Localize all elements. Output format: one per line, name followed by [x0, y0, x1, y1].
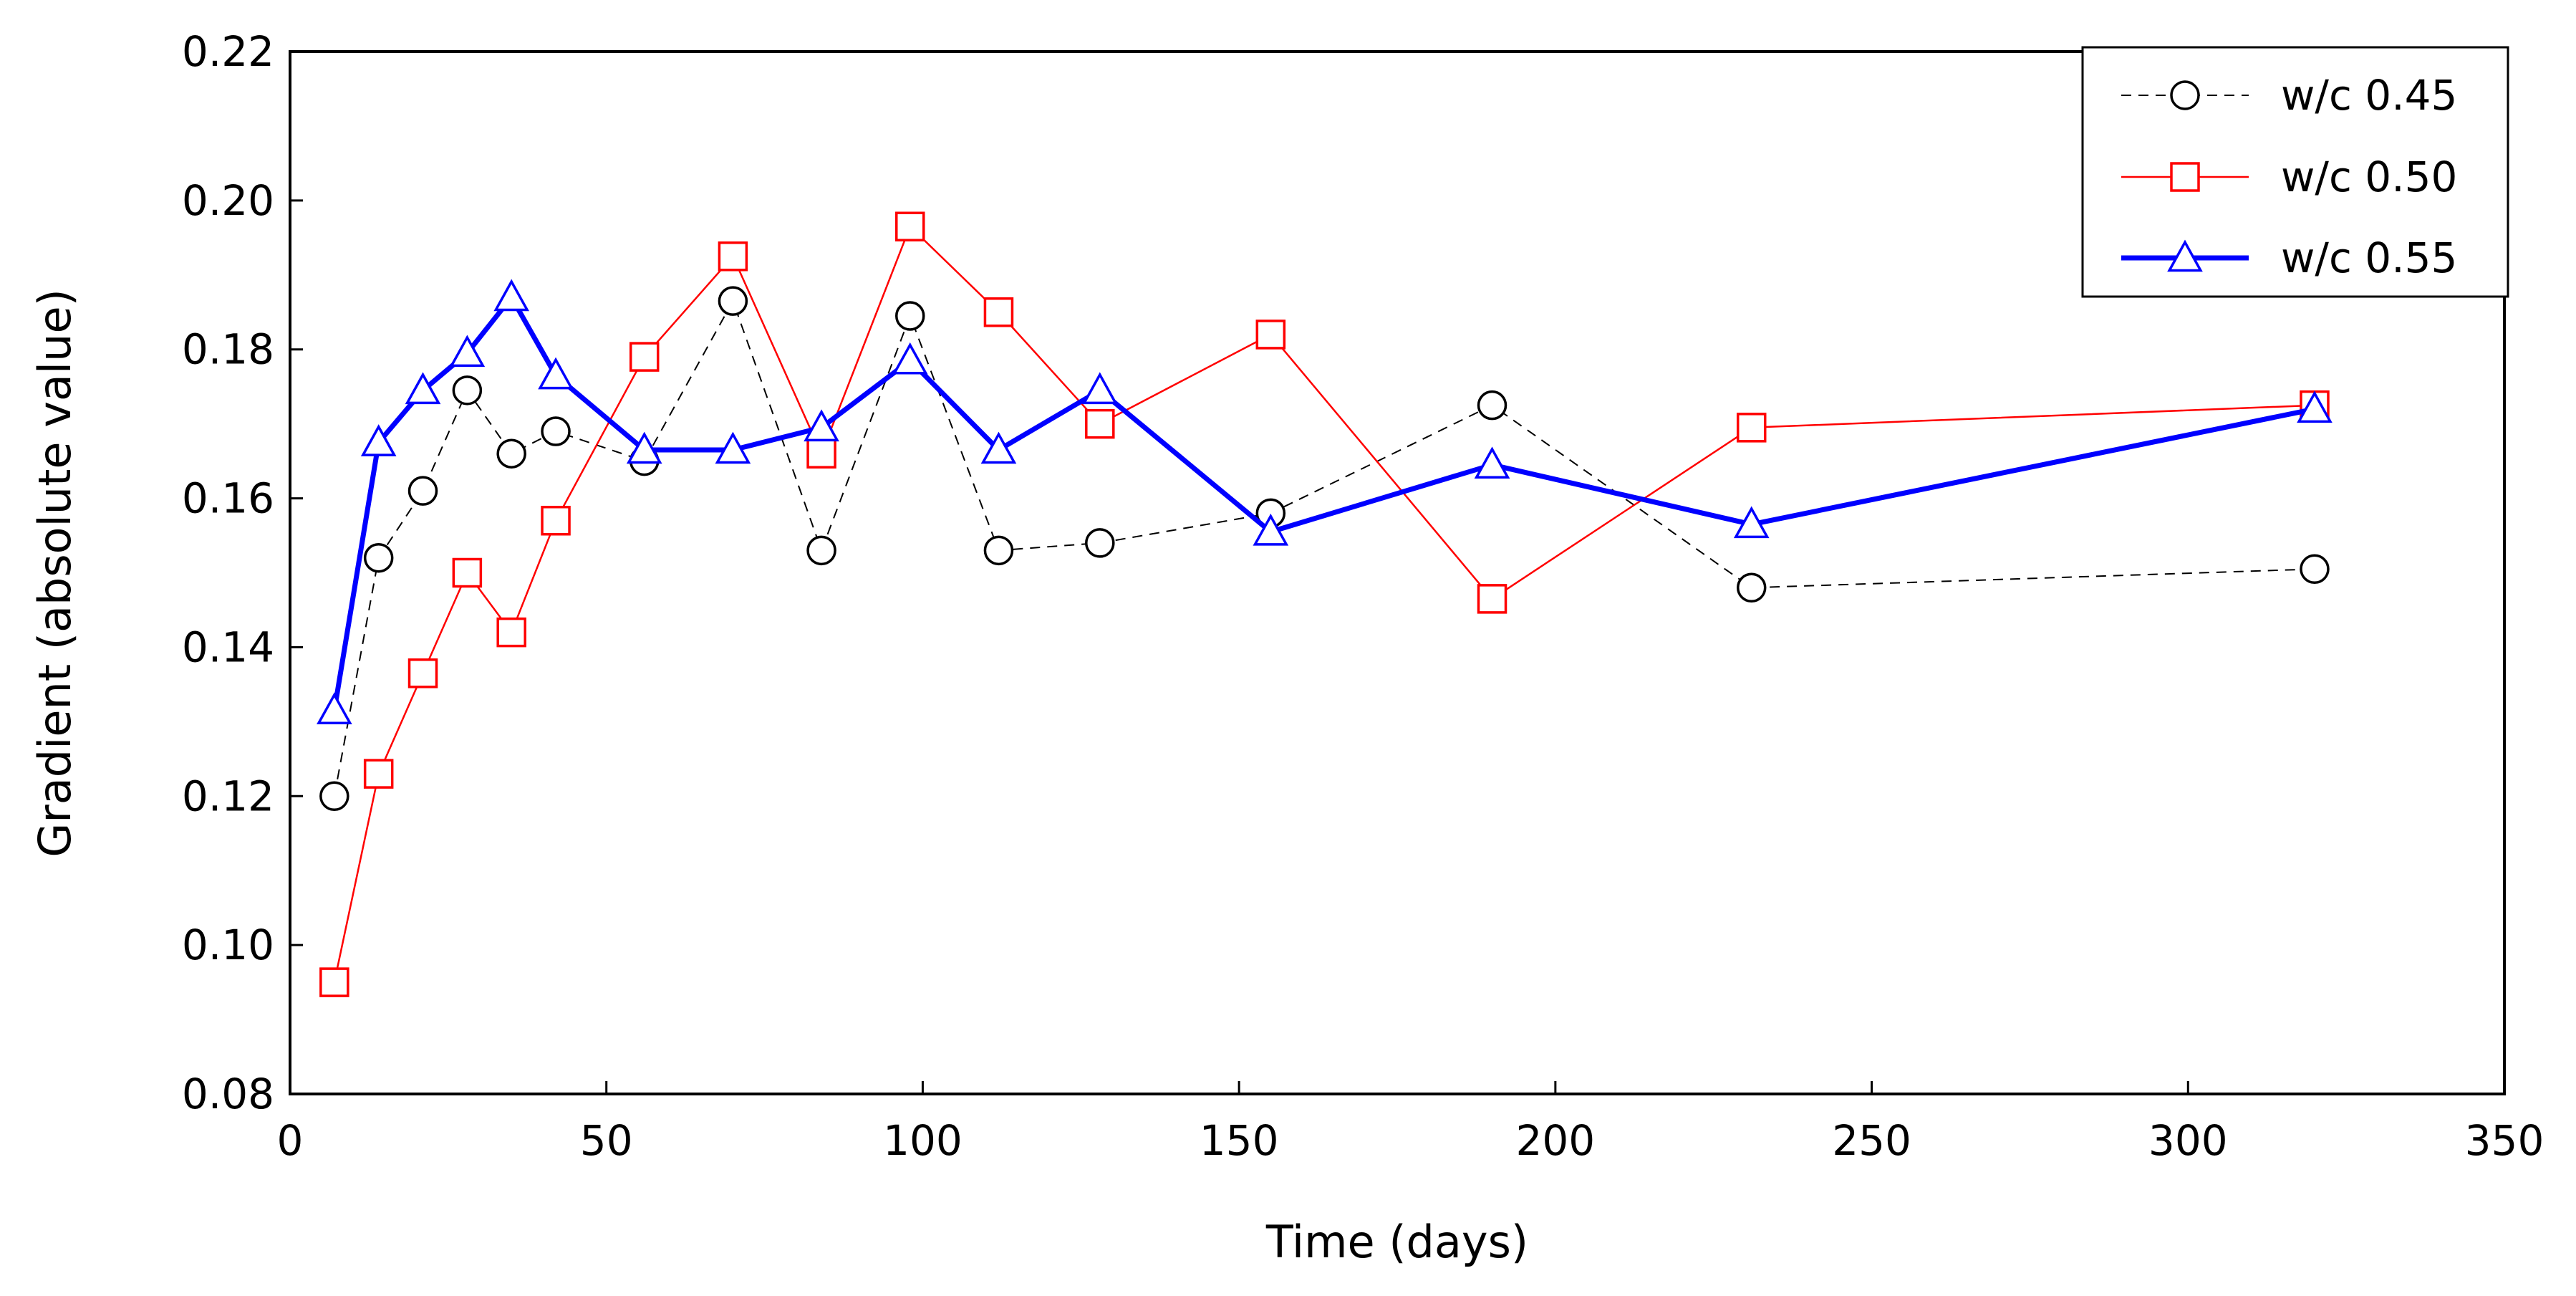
data-point: [2300, 554, 2330, 585]
data-point: [363, 542, 394, 573]
x-tick-label: 50: [580, 1116, 633, 1165]
y-axis-title: Gradient (absolute value): [29, 289, 81, 858]
data-point: [1081, 372, 1118, 405]
x-tick-label: 150: [1200, 1116, 1279, 1165]
x-tick-label: 350: [2465, 1116, 2544, 1165]
data-point: [980, 431, 1017, 464]
data-point: [1477, 390, 1508, 421]
data-point: [2297, 390, 2333, 423]
data-point: [1474, 446, 1510, 479]
y-tick-label: 0.14: [182, 623, 274, 671]
data-point: [496, 438, 526, 469]
data-point: [806, 438, 836, 469]
data-point: [452, 375, 483, 405]
data-point: [360, 424, 397, 456]
data-point: [1477, 584, 1508, 614]
data-point: [449, 335, 486, 368]
series-0: [319, 286, 2330, 812]
legend-label: w/c 0.50: [2281, 153, 2457, 201]
x-tick-label: 0: [277, 1116, 304, 1165]
data-point: [715, 431, 751, 464]
data-point: [363, 759, 394, 789]
data-point: [1255, 320, 1286, 350]
data-point: [407, 476, 438, 506]
legend-swatch-marker: [2170, 80, 2200, 110]
series-2: [317, 279, 2333, 724]
data-point: [317, 692, 352, 724]
series-line: [332, 294, 2315, 711]
data-point: [1736, 413, 1767, 443]
data-point: [405, 372, 441, 405]
data-point: [1736, 572, 1767, 603]
data-point: [538, 357, 574, 390]
data-point: [983, 297, 1014, 327]
y-tick-label: 0.10: [182, 921, 274, 969]
y-tick-label: 0.12: [182, 772, 274, 820]
x-tick-label: 200: [1515, 1116, 1595, 1165]
data-point: [1085, 528, 1115, 558]
y-tick-label: 0.18: [182, 325, 274, 374]
series-line: [333, 225, 2315, 983]
data-point: [806, 535, 836, 566]
data-point: [493, 279, 530, 312]
data-point: [496, 617, 526, 648]
data-point: [452, 557, 483, 588]
data-point: [319, 967, 349, 997]
series-line: [333, 300, 2315, 797]
y-tick-label: 0.22: [182, 27, 274, 76]
legend-label: w/c 0.45: [2281, 71, 2457, 120]
data-point: [804, 409, 839, 442]
data-point: [983, 535, 1014, 566]
data-point: [895, 301, 925, 331]
ticks-layer: 0 50 100 150 200 250 300 350 0.08 0.10 0.12 0.14 0.1…: [182, 27, 2544, 1165]
data-point: [1085, 408, 1115, 439]
data-point: [626, 431, 662, 464]
data-point: [895, 211, 925, 241]
x-tick-label: 100: [883, 1116, 963, 1165]
x-axis-title: Time (days): [1265, 1216, 1528, 1268]
plot-frame: [289, 50, 2506, 1095]
data-point: [1253, 513, 1289, 546]
x-tick-label: 300: [2148, 1116, 2228, 1165]
legend-label: w/c 0.55: [2281, 234, 2457, 282]
y-tick-label: 0.16: [182, 474, 274, 523]
series-layer: [317, 211, 2333, 997]
x-tick-label: 250: [1832, 1116, 1911, 1165]
y-tick-label: 0.08: [182, 1070, 274, 1118]
data-point: [718, 241, 748, 272]
data-point: [407, 658, 438, 688]
data-point: [629, 342, 660, 372]
legend-box: [2081, 46, 2509, 298]
y-tick-label: 0.20: [182, 176, 274, 225]
data-point: [1733, 506, 1770, 539]
data-point: [541, 416, 571, 446]
legend-swatch-marker: [2167, 239, 2203, 272]
data-point: [541, 506, 571, 536]
legend-swatch-marker: [2170, 162, 2200, 192]
data-point: [718, 286, 748, 316]
data-point: [892, 342, 928, 375]
data-point: [319, 781, 349, 812]
legend: w/c 0.45 w/c 0.50 w/c 0.55: [2081, 46, 2509, 298]
